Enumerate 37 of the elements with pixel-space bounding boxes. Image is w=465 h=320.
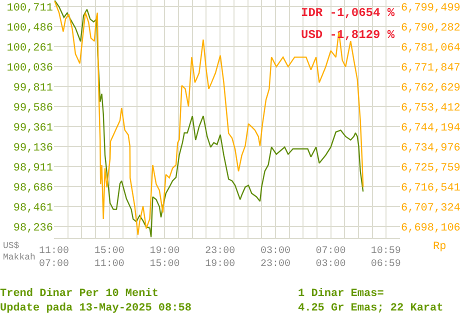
y2-tick-label: 6,734,976 [401, 142, 460, 154]
y2-tick-label: 6,716,541 [401, 182, 461, 194]
y-tick-label: 99,136 [13, 142, 53, 154]
y-tick-label: 98,911 [13, 162, 54, 174]
y2-tick-label: 6,725,759 [401, 162, 460, 174]
y2-tick-label: 6,799,499 [401, 2, 460, 15]
y-tick-label: 98,686 [13, 182, 53, 194]
y2-tick-label: 6,762,629 [401, 82, 460, 94]
y-tick-label: 98,461 [13, 202, 54, 214]
y2-tick-label: 6,771,847 [401, 62, 460, 74]
y-tick-label: 100,036 [6, 62, 53, 74]
x-tick-label: 23:00 19:00 [205, 246, 236, 270]
y2-tick-label: 6,781,064 [401, 42, 461, 54]
text: US$ Makkah [3, 241, 36, 263]
text: Trend Dinar Per 10 Menit [0, 288, 158, 300]
y2-tick-label: 6,790,282 [401, 22, 460, 34]
y-tick-label: 100,711 [6, 2, 54, 15]
x-tick-label: 11:00 07:00 [38, 246, 70, 270]
x-tick-label: 03:00 23:00 [260, 246, 290, 270]
y-tick-label: 100,486 [6, 22, 53, 34]
y-tick-label: 98,236 [13, 222, 53, 234]
text: Update pada 13-May-2025 08:58 [0, 302, 192, 314]
text: Rp [433, 241, 446, 253]
y-tick-label: 99,811 [13, 82, 54, 94]
y2-tick-label: 6,744,194 [401, 122, 461, 134]
y-tick-label: 99,586 [13, 102, 53, 114]
x-tick-label: 15:00 11:00 [94, 246, 124, 270]
x-tick-label: 19:00 15:00 [150, 246, 180, 270]
annotation: IDR -1,0654 % [301, 6, 396, 20]
x-tick-label: 07:00 03:00 [316, 246, 346, 270]
y-tick-label: 100,261 [6, 42, 54, 54]
x-tick-label: 10:59 06:59 [370, 246, 401, 270]
y2-tick-label: 6,698,106 [401, 222, 460, 234]
text: 1 Dinar Emas= 4.25 Gr Emas; 22 Karat [298, 288, 444, 314]
y2-tick-label: 6,753,412 [401, 102, 460, 114]
y2-tick-label: 6,707,324 [401, 202, 461, 214]
y-tick-label: 99,361 [13, 122, 54, 134]
